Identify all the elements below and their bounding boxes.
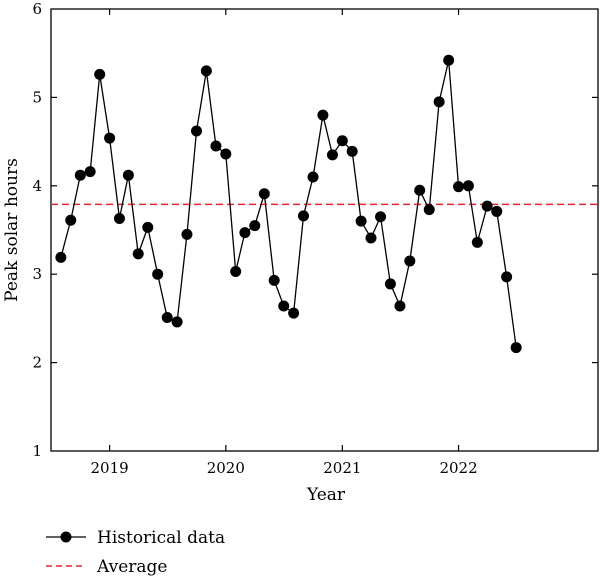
data-point bbox=[122, 169, 134, 181]
data-point bbox=[152, 268, 164, 280]
data-point bbox=[230, 266, 242, 278]
x-tick-label: 2022 bbox=[439, 459, 477, 477]
data-point bbox=[453, 181, 465, 193]
x-tick-label: 2020 bbox=[207, 459, 245, 477]
data-point bbox=[355, 215, 367, 227]
y-tick-label: 3 bbox=[32, 265, 42, 283]
legend-historical-marker bbox=[60, 531, 72, 543]
y-tick-label: 1 bbox=[32, 442, 42, 460]
data-point bbox=[443, 54, 455, 66]
data-point bbox=[142, 221, 154, 233]
legend-item-historical: Historical data bbox=[46, 528, 225, 548]
y-tick-label: 4 bbox=[32, 177, 42, 195]
data-point bbox=[132, 248, 144, 260]
data-point bbox=[220, 148, 232, 160]
data-point bbox=[326, 149, 338, 161]
legend-item-average: Average bbox=[46, 557, 167, 577]
data-point bbox=[481, 200, 493, 212]
data-point bbox=[288, 307, 300, 319]
y-tick-label: 5 bbox=[32, 88, 42, 106]
x-tick-label: 2019 bbox=[90, 459, 128, 477]
plot-area: 1 2 3 4 5 6 2019 2020 2021 2022 bbox=[32, 0, 599, 477]
plot-frame bbox=[50, 8, 599, 452]
data-point bbox=[375, 211, 387, 223]
legend-average-label: Average bbox=[96, 557, 167, 577]
data-point bbox=[249, 220, 261, 232]
tick-layer: 1 2 3 4 5 6 2019 2020 2021 2022 bbox=[32, 0, 598, 477]
y-tick-label: 2 bbox=[32, 354, 42, 372]
data-point bbox=[501, 271, 513, 283]
data-point bbox=[74, 169, 86, 181]
data-point bbox=[113, 213, 125, 225]
data-point bbox=[307, 171, 319, 183]
data-point bbox=[171, 316, 183, 328]
data-point bbox=[336, 135, 348, 147]
data-point bbox=[84, 166, 96, 178]
data-point bbox=[210, 140, 222, 152]
data-point bbox=[423, 204, 435, 216]
data-point bbox=[200, 65, 212, 77]
data-point bbox=[471, 236, 483, 248]
data-point bbox=[365, 232, 377, 244]
data-point bbox=[317, 109, 329, 121]
data-point bbox=[191, 125, 203, 137]
data-point bbox=[268, 274, 280, 286]
data-point bbox=[161, 312, 173, 324]
data-point bbox=[384, 278, 396, 290]
data-point bbox=[433, 96, 445, 108]
data-point bbox=[297, 210, 309, 222]
data-point bbox=[65, 214, 77, 226]
data-point bbox=[491, 205, 503, 217]
data-point bbox=[55, 251, 67, 263]
data-point bbox=[346, 145, 358, 157]
x-axis-title: Year bbox=[306, 485, 346, 505]
data-point bbox=[278, 300, 290, 312]
legend-historical-label: Historical data bbox=[97, 528, 225, 548]
x-tick-label: 2021 bbox=[323, 459, 361, 477]
series-line-historical bbox=[60, 60, 517, 348]
data-point bbox=[94, 68, 106, 80]
data-point bbox=[239, 227, 251, 239]
data-point bbox=[404, 255, 416, 267]
data-point bbox=[258, 188, 270, 200]
legend: Historical data Average bbox=[46, 528, 225, 577]
y-axis-title: Peak solar hours bbox=[2, 158, 22, 302]
data-point bbox=[462, 180, 474, 192]
data-point bbox=[510, 342, 522, 354]
data-point bbox=[394, 300, 406, 312]
data-point bbox=[104, 132, 116, 144]
data-point bbox=[181, 228, 193, 240]
y-tick-label: 6 bbox=[32, 0, 42, 18]
data-layer bbox=[55, 54, 522, 354]
data-point bbox=[414, 184, 426, 196]
